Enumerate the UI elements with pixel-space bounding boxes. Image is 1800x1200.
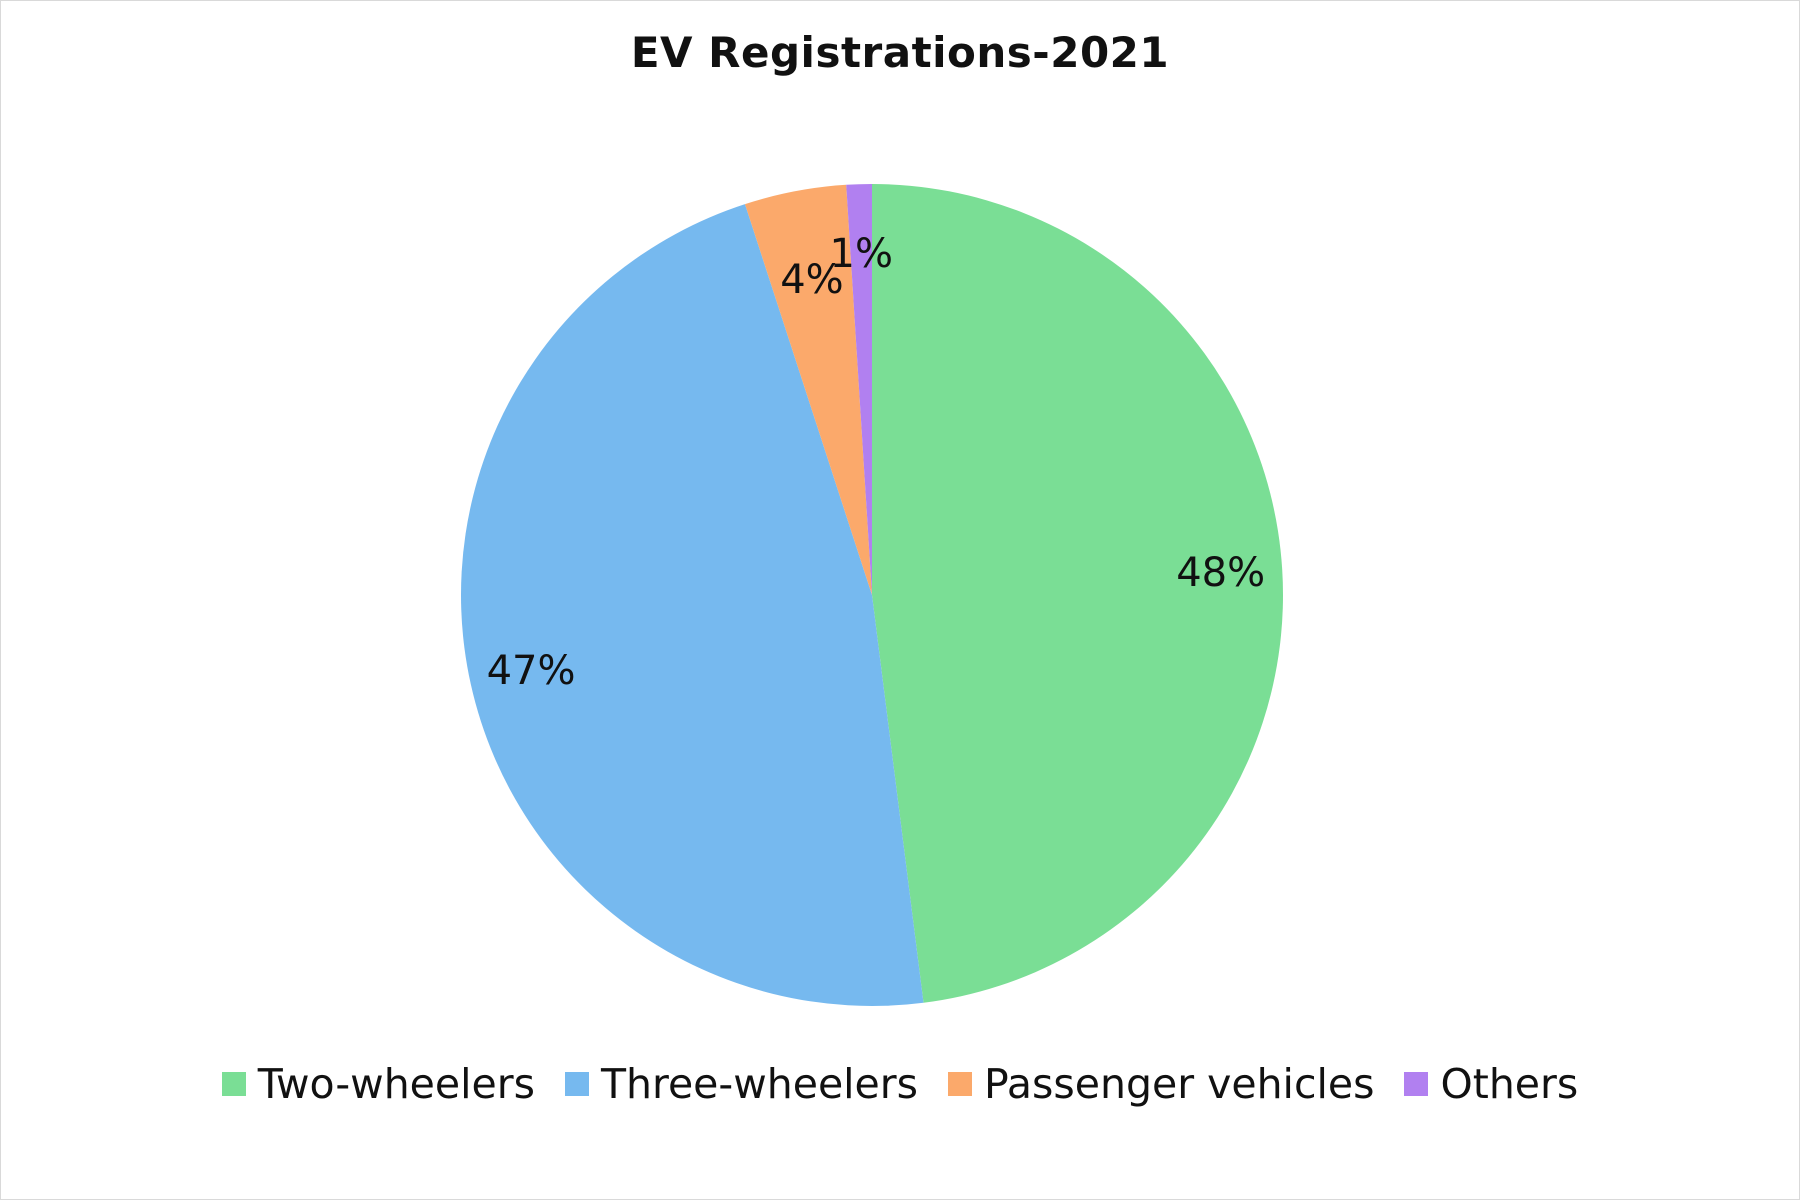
pie-slice-others bbox=[846, 184, 872, 595]
pie-slice-passenger-vehicles bbox=[744, 184, 872, 595]
pie-slice-three-wheelers bbox=[460, 204, 924, 1007]
pie-slices bbox=[460, 184, 1284, 1007]
legend-label-three-wheelers: Three-wheelers bbox=[600, 1060, 918, 1108]
legend-item-others: Others bbox=[1404, 1060, 1578, 1108]
legend-label-two-wheelers: Two-wheelers bbox=[257, 1060, 535, 1108]
pie-label-others: 1% bbox=[830, 231, 893, 277]
legend: Two-wheelers Three-wheelers Passenger ve… bbox=[0, 1060, 1800, 1108]
pie-label-two-wheelers: 48% bbox=[1176, 550, 1265, 596]
pie-labels: 48% 47% 4%1% bbox=[487, 231, 1266, 694]
legend-label-others: Others bbox=[1440, 1060, 1579, 1108]
legend-swatch-passenger-vehicles bbox=[948, 1072, 972, 1096]
legend-label-passenger-vehicles: Passenger vehicles bbox=[984, 1060, 1375, 1108]
chart-title: EV Registrations-2021 bbox=[630, 28, 1170, 77]
legend-swatch-three-wheelers bbox=[564, 1072, 589, 1096]
legend-swatch-two-wheelers bbox=[221, 1072, 246, 1096]
legend-item-three-wheelers: Three-wheelers bbox=[564, 1060, 918, 1108]
legend-item-two-wheelers: Two-wheelers bbox=[221, 1060, 535, 1108]
pie-label-passenger-vehicles: 4% bbox=[780, 257, 843, 303]
pie-label-three-wheelers: 47% bbox=[487, 648, 576, 694]
legend-item-passenger-vehicles: Passenger vehicles bbox=[948, 1060, 1374, 1108]
legend-swatch-others bbox=[1404, 1072, 1429, 1096]
pie-slice-two-wheelers bbox=[872, 184, 1284, 1003]
